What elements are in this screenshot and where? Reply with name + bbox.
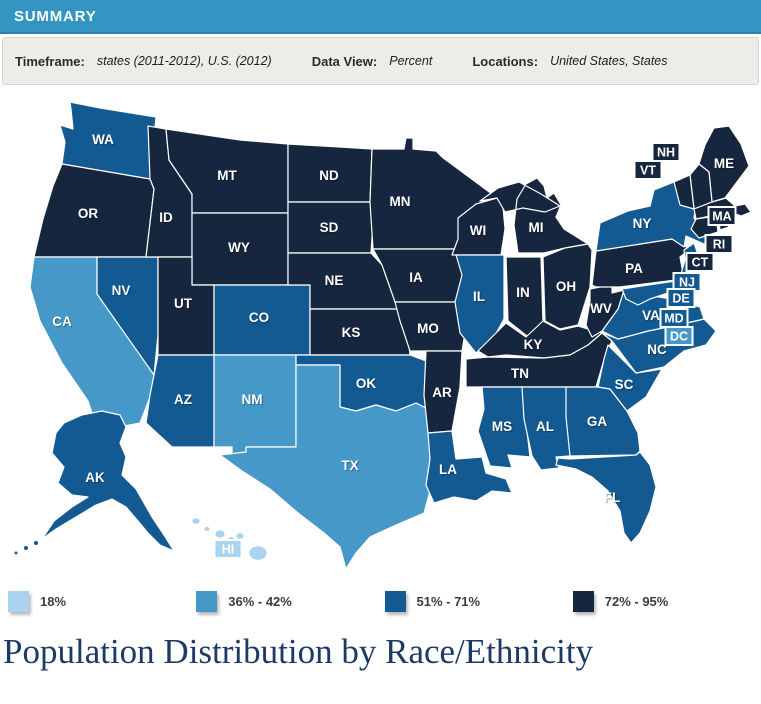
data-view-label: Data View: [311, 53, 378, 69]
state-HI[interactable] [191, 517, 201, 525]
state-label-RI: RI [713, 238, 726, 252]
state-label-CO: CO [249, 310, 269, 325]
filter-bar: Timeframe: states (2011-2012), U.S. (201… [2, 37, 759, 85]
us-choropleth-map[interactable]: WA OR CA NV ID MT WY UT CO AZ NM ND SD NE KS OK TX MN IA MO… [0, 87, 761, 587]
summary-header-title: SUMMARY [14, 7, 97, 25]
state-OH[interactable] [542, 243, 593, 330]
legend-label-1: 36% - 42% [228, 594, 292, 609]
state-label-SC: SC [615, 377, 634, 392]
locations-value: United States, States [550, 54, 668, 68]
state-WA[interactable] [59, 101, 157, 180]
data-view-value: Percent [389, 54, 433, 68]
legend-label-0: 18% [40, 594, 67, 609]
state-label-AR: AR [432, 385, 452, 400]
legend-item-1: 36% - 42% [196, 591, 384, 612]
state-label-DC: DC [670, 330, 688, 344]
state-AK[interactable] [41, 410, 175, 552]
legend-item-0: 18% [8, 591, 196, 612]
state-label-DE: DE [672, 292, 689, 306]
state-label-box-DC[interactable] [664, 326, 694, 346]
state-TX[interactable] [219, 364, 431, 570]
state-label-NJ: NJ [679, 276, 695, 290]
state-IL[interactable] [454, 254, 505, 354]
legend-item-2: 51% - 71% [384, 591, 573, 612]
timeframe-value: states (2011-2012), U.S. (2012) [96, 54, 272, 68]
state-label-CA: CA [52, 314, 72, 329]
state-label-WY: WY [228, 240, 250, 255]
state-label-VT: VT [640, 164, 656, 178]
state-label-KS: KS [342, 325, 361, 340]
state-label-box-VT[interactable] [633, 160, 663, 180]
state-label-NC: NC [647, 342, 667, 357]
state-label-IN: IN [516, 285, 530, 300]
legend-swatch-3 [572, 591, 594, 612]
legend-swatch-0 [8, 591, 29, 612]
state-label-box-NH[interactable] [651, 142, 681, 162]
state-label-IL: IL [473, 289, 485, 304]
state-label-PA: PA [625, 261, 643, 276]
state-label-box-RI[interactable] [704, 234, 734, 254]
state-AK[interactable] [24, 546, 28, 550]
state-HI[interactable] [248, 545, 268, 561]
locations-label: Locations: [472, 53, 539, 69]
state-label-UT: UT [174, 296, 193, 311]
state-HI[interactable] [203, 526, 211, 532]
state-label-SD: SD [320, 220, 339, 235]
state-LA[interactable] [425, 430, 513, 504]
state-label-TX: TX [341, 458, 358, 473]
state-label-MO: MO [417, 321, 439, 336]
state-label-MS: MS [492, 419, 512, 434]
state-label-OH: OH [556, 279, 576, 294]
state-HI[interactable] [214, 529, 226, 539]
state-label-OR: OR [78, 206, 99, 221]
map-legend: 18% 36% - 42% 51% - 71% 72% - 95% [0, 591, 761, 612]
state-label-NV: NV [112, 283, 131, 298]
state-label-MT: MT [217, 168, 237, 183]
state-label-IA: IA [409, 270, 423, 285]
state-label-AL: AL [536, 419, 554, 434]
state-label-AK: AK [85, 470, 105, 485]
state-AK[interactable] [14, 551, 18, 555]
state-label-KY: KY [524, 337, 543, 352]
state-label-box-HI[interactable] [213, 539, 243, 559]
legend-label-3: 72% - 95% [604, 594, 669, 609]
state-label-WI: WI [470, 223, 487, 238]
legend-swatch-1 [196, 591, 218, 612]
state-label-OK: OK [356, 376, 377, 391]
legend-label-2: 51% - 71% [416, 594, 481, 609]
state-label-VA: VA [642, 308, 660, 323]
state-label-ND: ND [319, 168, 339, 183]
state-label-NE: NE [325, 273, 344, 288]
state-label-HI: HI [222, 543, 235, 557]
state-label-box-CT[interactable] [685, 252, 715, 272]
state-label-LA: LA [439, 462, 457, 477]
state-label-GA: GA [587, 414, 608, 429]
state-label-box-MA[interactable] [707, 206, 737, 226]
state-label-MN: MN [390, 194, 411, 209]
legend-item-3: 72% - 95% [572, 591, 761, 612]
state-FL[interactable] [555, 451, 657, 544]
state-label-TN: TN [511, 366, 529, 381]
state-label-AZ: AZ [174, 392, 192, 407]
state-label-ME: ME [714, 156, 734, 171]
state-label-WV: WV [590, 301, 612, 316]
state-label-NH: NH [657, 146, 675, 160]
legend-swatch-2 [384, 591, 406, 612]
timeframe-label: Timeframe: [15, 53, 85, 69]
state-label-CT: CT [692, 256, 709, 270]
state-label-NM: NM [242, 392, 263, 407]
summary-header: SUMMARY [0, 0, 761, 34]
state-label-MD: MD [664, 312, 683, 326]
chart-title: Population Distribution by Race/Ethnicit… [3, 632, 594, 671]
state-label-MA: MA [712, 210, 731, 224]
state-label-MI: MI [529, 220, 544, 235]
state-AK[interactable] [34, 541, 38, 545]
state-label-ID: ID [159, 210, 173, 225]
state-label-NY: NY [633, 216, 652, 231]
state-label-box-DE[interactable] [666, 288, 696, 308]
state-label-FL: FL [604, 490, 621, 505]
state-HI[interactable] [235, 532, 245, 540]
state-label-WA: WA [92, 132, 114, 147]
